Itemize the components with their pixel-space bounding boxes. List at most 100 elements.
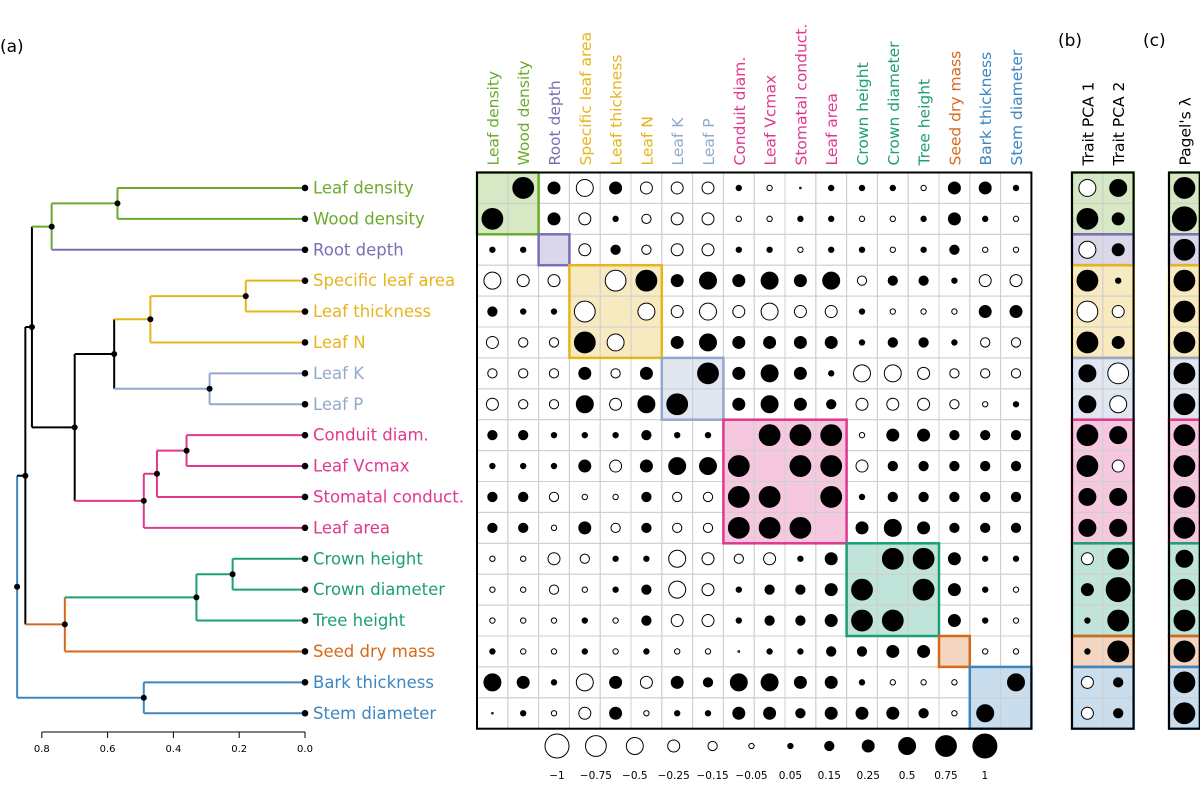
column-label: Leaf thickness: [608, 55, 626, 166]
correlation-point: [982, 617, 989, 624]
correlation-point: [855, 459, 869, 473]
pca-circles: [1076, 178, 1131, 720]
correlation-point: [489, 617, 496, 624]
correlation-point: [887, 460, 898, 472]
group-fill: [939, 636, 970, 667]
correlation-point: [578, 706, 592, 720]
correlation-point: [735, 215, 742, 223]
correlation-point: [518, 491, 529, 503]
correlation-point: [920, 246, 927, 253]
correlation-point: [760, 395, 779, 414]
correlation-point: [982, 246, 989, 253]
pca-point: [1080, 675, 1094, 689]
correlation-point: [980, 522, 991, 533]
pca-point: [1084, 648, 1091, 655]
size-legend: −1 −0.75 −0.5 −0.25 −0.15 −0.05 0.05 0.15 0.25 0.…: [544, 733, 998, 782]
correlation-point: [980, 337, 991, 348]
correlation-point: [641, 522, 652, 533]
correlation-point: [520, 648, 527, 655]
correlation-point: [853, 364, 871, 383]
correlation-point: [824, 335, 838, 349]
correlation-point: [881, 547, 904, 570]
correlation-point: [516, 274, 530, 288]
correlation-point: [764, 615, 775, 626]
correlation-point: [578, 366, 592, 380]
correlation-point: [881, 609, 904, 632]
correlation-point: [889, 308, 896, 315]
row-label: Leaf area: [313, 518, 390, 537]
correlation-point: [548, 399, 560, 410]
correlation-point: [704, 648, 712, 655]
tree-tip: [301, 277, 309, 284]
tree-node: [229, 571, 236, 578]
tree-node: [206, 385, 213, 392]
pca-point: [1076, 300, 1099, 323]
correlation-point: [820, 455, 843, 477]
correlation-matrix: [475, 171, 1033, 730]
correlation-point: [918, 491, 929, 503]
correlation-point: [639, 459, 653, 473]
tree-node: [48, 223, 55, 230]
correlation-point: [609, 459, 623, 473]
correlation-point: [729, 673, 748, 692]
legend-circle: [585, 735, 607, 757]
correlation-point: [951, 339, 958, 346]
correlation-point: [855, 397, 869, 411]
correlation-point: [604, 269, 627, 292]
correlation-point: [732, 366, 746, 380]
correlation-point: [701, 552, 715, 566]
group-border: [722, 418, 848, 545]
correlation-point: [610, 244, 621, 255]
legend-circle: [787, 742, 794, 750]
correlation-point: [550, 679, 558, 686]
correlation-point: [668, 580, 687, 599]
correlation-point: [1007, 673, 1025, 692]
correlation-point: [976, 704, 995, 723]
correlation-point: [668, 457, 687, 476]
lambda-point: [1173, 516, 1196, 539]
tree-axis-tick-label: 0.8: [34, 744, 50, 755]
correlation-point: [824, 614, 838, 628]
correlation-point: [889, 184, 896, 192]
correlation-point: [917, 644, 931, 658]
correlation-point: [793, 675, 807, 689]
legend-label: 1: [982, 770, 989, 782]
correlation-point: [520, 246, 527, 253]
tree-node: [114, 200, 121, 207]
correlation-point: [581, 431, 588, 439]
correlation-point: [1009, 305, 1023, 319]
correlation-point: [887, 337, 898, 348]
correlation-point: [795, 708, 806, 719]
lambda-point: [1173, 300, 1196, 323]
tree-axis-tick-label: 0.4: [165, 744, 181, 755]
column-label: Specific leaf area: [577, 32, 595, 166]
correlation-point: [670, 212, 684, 226]
correlation-point: [704, 710, 712, 717]
lambda-point: [1173, 671, 1196, 694]
correlation-point: [612, 617, 619, 624]
correlation-point: [578, 243, 592, 257]
correlation-point: [487, 368, 498, 379]
correlation-point: [886, 706, 900, 720]
legend-label: 0.25: [857, 770, 880, 782]
correlation-point: [1010, 460, 1022, 472]
correlation-point: [547, 212, 561, 226]
correlation-point: [1012, 246, 1020, 253]
correlation-point: [1012, 617, 1020, 624]
correlation-point: [978, 305, 992, 319]
correlation-point: [609, 397, 623, 411]
pca-point: [1078, 487, 1097, 506]
correlation-point: [951, 308, 958, 315]
correlation-point: [643, 710, 650, 717]
correlation-point: [699, 271, 717, 290]
correlation-point: [1010, 491, 1022, 503]
correlation-point: [575, 673, 594, 692]
correlation-point: [766, 184, 773, 192]
correlation-point: [610, 368, 621, 379]
pca-point: [1113, 677, 1124, 688]
correlation-point: [518, 368, 529, 379]
correlation-point: [487, 491, 498, 503]
legend-label: −0.5: [622, 770, 648, 782]
legend-label: −1: [549, 770, 564, 782]
tree-tip: [301, 462, 309, 470]
